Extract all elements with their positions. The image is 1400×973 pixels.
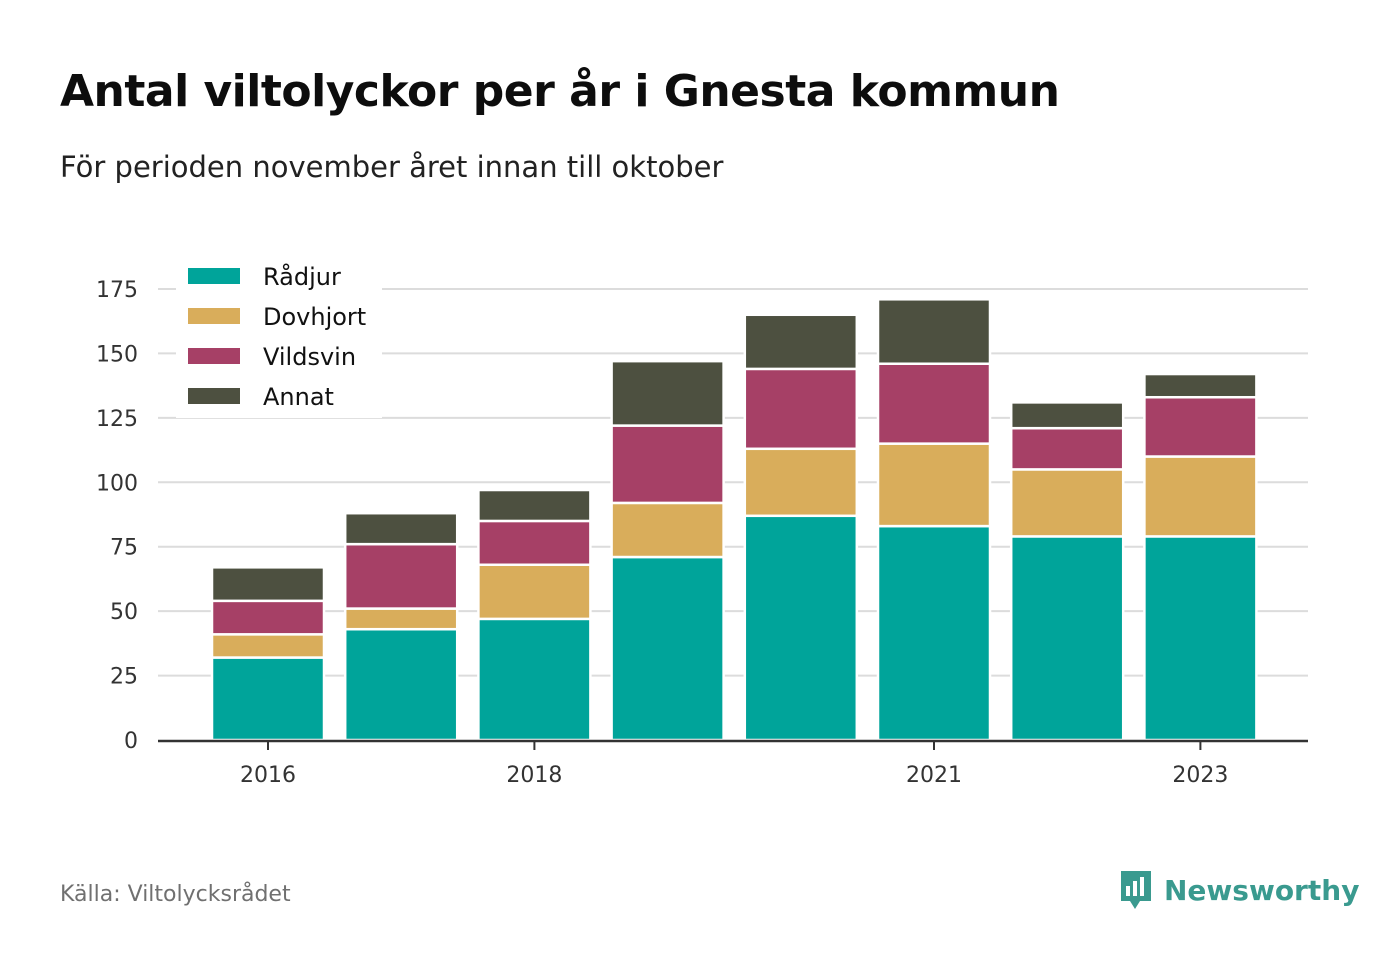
bar-segment-annat: [1143, 372, 1258, 399]
brand-logo: Newsworthy: [1118, 868, 1359, 912]
bar-segment-dovhjort: [876, 442, 992, 528]
brand-name: Newsworthy: [1164, 873, 1360, 907]
bar-segment-rådjur: [1143, 535, 1258, 742]
chart-subtitle: För perioden november året innan till ok…: [60, 150, 724, 184]
bar-segment-annat: [610, 359, 725, 427]
bar-segment-dovhjort: [743, 447, 859, 518]
legend-label: Rådjur: [263, 262, 341, 291]
y-tick-label: 50: [110, 600, 138, 625]
source-note: Källa: Viltolycksrådet: [60, 882, 291, 907]
bar-segment-annat: [743, 313, 859, 371]
bar-segment-rådjur: [1009, 535, 1125, 742]
y-tick-label: 150: [96, 342, 138, 367]
bar-segment-vildsvin: [876, 362, 992, 445]
bar-segment-dovhjort: [1143, 455, 1258, 538]
bar-segment-rådjur: [610, 555, 725, 742]
bar-segment-dovhjort: [610, 501, 725, 559]
legend-label: Annat: [263, 383, 334, 411]
bar-segment-dovhjort: [477, 563, 592, 621]
x-tick-label: 2021: [906, 763, 962, 788]
bar-segment-rådjur: [876, 524, 992, 742]
bars: [210, 298, 1258, 742]
bar-segment-annat: [1009, 401, 1125, 430]
bar-segment-annat: [876, 298, 992, 365]
bar-segment-vildsvin: [343, 542, 459, 610]
legend-label: Dovhjort: [263, 303, 366, 331]
bar-segment-vildsvin: [743, 367, 859, 451]
bar-segment-vildsvin: [477, 519, 592, 567]
bar-segment-vildsvin: [1009, 426, 1125, 471]
legend-swatch: [188, 388, 240, 404]
bar-segment-rådjur: [210, 656, 326, 742]
y-tick-label: 25: [110, 665, 138, 690]
legend-swatch: [188, 348, 240, 364]
bar-segment-vildsvin: [1143, 395, 1258, 458]
legend-swatch: [188, 308, 240, 324]
newsworthy-logo-icon: [1121, 871, 1151, 909]
legend: Rådjur Dovhjort Vildsvin Annat: [176, 256, 382, 418]
y-tick-label: 75: [110, 536, 138, 561]
x-tick-label: 2016: [240, 763, 296, 788]
bar-segment-rådjur: [477, 617, 592, 742]
bar-segment-annat: [477, 488, 592, 523]
bar-segment-dovhjort: [1009, 468, 1125, 538]
bar-segment-dovhjort: [210, 633, 326, 659]
y-tick-label: 100: [96, 471, 138, 496]
y-tick-label: 175: [96, 278, 138, 303]
y-tick-label: 0: [124, 729, 138, 754]
y-tick-label: 125: [96, 407, 138, 432]
x-tick-label: 2023: [1172, 763, 1228, 788]
axes: 0 25 50 75 100 125 150 175 2016 2018 2021 2023: [96, 278, 1308, 788]
bar-segment-rådjur: [343, 627, 459, 742]
bar-segment-dovhjort: [343, 607, 459, 631]
bar-segment-vildsvin: [210, 599, 326, 636]
bar-segment-rådjur: [743, 514, 859, 742]
x-tick-label: 2018: [506, 763, 562, 788]
bar-segment-annat: [210, 566, 326, 603]
bar-segment-vildsvin: [610, 424, 725, 505]
chart-title: Antal viltolyckor per år i Gnesta kommun: [60, 66, 1060, 117]
legend-swatch: [188, 268, 240, 284]
legend-label: Vildsvin: [263, 343, 356, 371]
bar-segment-annat: [343, 511, 459, 546]
